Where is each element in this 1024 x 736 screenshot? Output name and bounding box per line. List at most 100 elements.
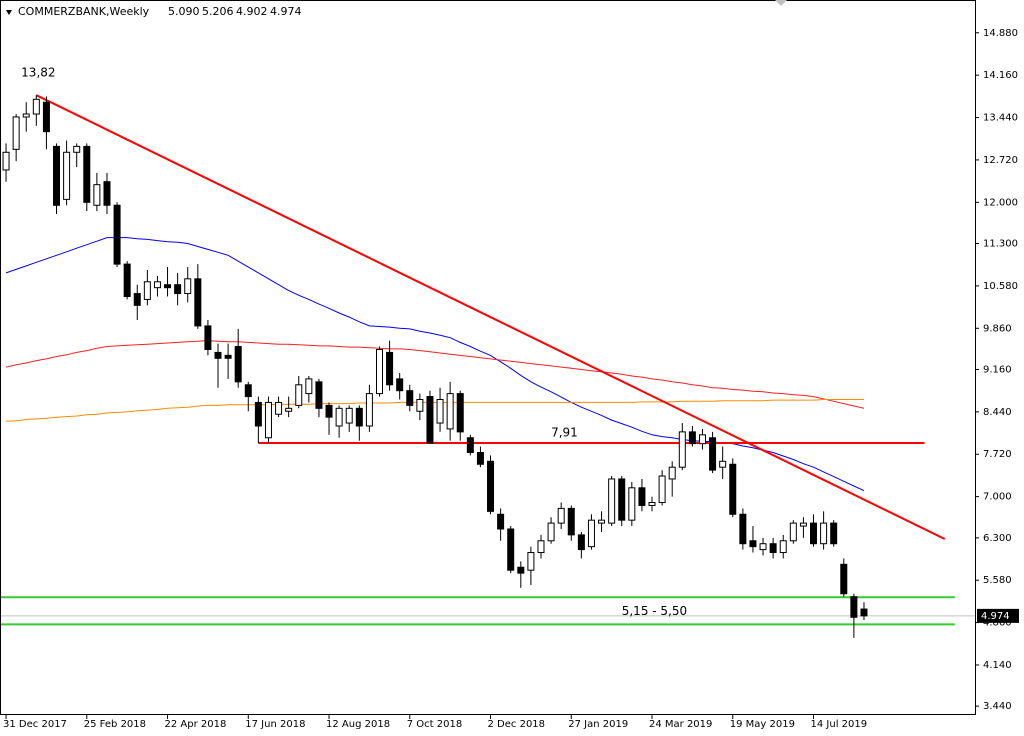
x-tick-label: 12 Aug 2018 — [326, 719, 390, 730]
candle-body — [214, 351, 222, 359]
annotation: 13,82 — [21, 65, 55, 79]
y-tick-label: 10.580 — [983, 281, 1018, 292]
candle-body — [850, 596, 858, 618]
candle-body — [2, 151, 10, 171]
y-tick-label: 13.440 — [983, 113, 1018, 124]
candle-body — [648, 502, 656, 506]
candle-body — [577, 534, 585, 551]
y-tick-label: 3.440 — [983, 701, 1012, 712]
x-tick-label: 27 Jan 2019 — [568, 719, 628, 730]
annotation: 5,15 - 5,50 — [622, 604, 687, 618]
candle-body — [93, 184, 101, 206]
y-tick-label: 5.580 — [983, 575, 1012, 586]
candle-body — [42, 101, 50, 133]
candle-body — [164, 284, 172, 289]
candle-body — [466, 437, 474, 453]
candle-body — [153, 281, 161, 289]
x-tick-label: 31 Dec 2017 — [3, 719, 67, 730]
candle-body — [355, 407, 363, 427]
header-price: 5.090 — [168, 5, 200, 18]
candle-body — [598, 519, 606, 524]
candle-body — [12, 116, 20, 150]
price-box-label: 4.974 — [981, 611, 1010, 622]
y-tick-label: 14.880 — [983, 28, 1018, 39]
candle-body — [860, 608, 868, 617]
x-tick-label: 14 Jul 2019 — [811, 719, 868, 730]
x-tick-label: 19 May 2019 — [730, 719, 795, 730]
candle-body — [426, 396, 434, 444]
candle-body — [810, 522, 818, 545]
candle-body — [840, 563, 848, 595]
candle-body — [123, 263, 131, 297]
candle-body — [587, 519, 595, 548]
price-box — [977, 608, 1019, 623]
candle-body — [487, 460, 495, 512]
y-tick-label: 4.140 — [983, 660, 1012, 671]
candle-body — [729, 463, 737, 515]
candle-body — [436, 398, 444, 424]
candle-body — [557, 507, 565, 524]
candle-body — [375, 348, 383, 395]
x-tick-label: 25 Feb 2018 — [84, 719, 146, 730]
candle-body — [456, 393, 464, 433]
x-tick-label: 24 Mar 2019 — [649, 719, 712, 730]
candle-body — [325, 404, 333, 418]
y-tick-label: 12.720 — [983, 155, 1018, 166]
header-price: 5.206 — [202, 5, 234, 18]
candle-body — [345, 407, 353, 424]
candle-body — [295, 384, 303, 406]
moving-average — [5, 399, 864, 422]
candle-body — [678, 431, 686, 468]
y-tick-label: 12.000 — [983, 197, 1018, 208]
y-tick-label: 9.860 — [983, 323, 1012, 334]
candle-body — [32, 98, 40, 115]
candle-body — [719, 460, 727, 468]
x-tick-label: 7 Oct 2018 — [407, 719, 462, 730]
candle-body — [184, 278, 192, 295]
candle-body — [63, 151, 71, 200]
moving-average — [5, 340, 865, 409]
y-tick-label: 4.860 — [983, 618, 1012, 629]
candle-body — [285, 407, 293, 412]
candle-body — [224, 354, 232, 359]
candle-body — [638, 487, 646, 506]
candle-body — [103, 181, 111, 206]
candle-body — [73, 145, 81, 153]
candle-body — [335, 407, 343, 427]
plot-frame — [0, 0, 976, 715]
candle-body — [779, 540, 787, 554]
candle-body — [446, 393, 454, 430]
candle-body — [396, 378, 404, 392]
candle-body — [416, 398, 424, 412]
candle-body — [406, 390, 414, 406]
y-tick-label: 8.440 — [983, 407, 1012, 418]
candle-body — [688, 431, 696, 445]
annotation: 7,91 — [551, 426, 578, 440]
candle-body — [264, 401, 272, 439]
x-tick-label: 22 Apr 2018 — [165, 719, 227, 730]
candle-body — [709, 437, 717, 471]
candle-body — [658, 475, 666, 504]
candle-body — [517, 566, 525, 574]
y-tick-label: 9.160 — [983, 364, 1012, 375]
y-tick-label: 7.000 — [983, 492, 1012, 503]
chart-title: COMMERZBANK,Weekly — [18, 5, 150, 18]
candle-body — [194, 278, 202, 327]
candle-body — [234, 346, 242, 383]
candle-body — [244, 384, 252, 398]
shift-marker[interactable] — [775, 0, 787, 6]
candle-body — [386, 351, 394, 386]
menu-arrow[interactable] — [6, 10, 12, 15]
candle-body — [315, 381, 323, 409]
header-price: 4.974 — [270, 5, 302, 18]
candle-body — [739, 513, 747, 545]
candle-body — [608, 478, 616, 524]
candle-body — [789, 522, 797, 542]
candle-body — [567, 507, 575, 536]
candle-body — [749, 540, 757, 548]
candle-body — [618, 478, 626, 521]
candle-body — [497, 513, 505, 530]
candle-body — [365, 393, 373, 427]
y-tick-label: 14.160 — [983, 70, 1018, 81]
